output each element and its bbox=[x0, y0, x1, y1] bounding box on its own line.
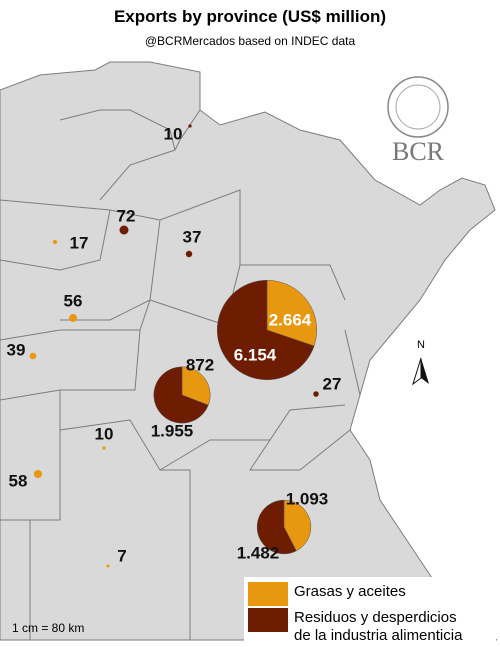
legend-label: Grasas y aceites bbox=[294, 583, 406, 600]
dot-label: 10 bbox=[164, 124, 183, 143]
dot bbox=[29, 352, 37, 360]
dot-label: 7 bbox=[117, 546, 126, 565]
legend-swatch bbox=[248, 608, 288, 632]
dot-label: 56 bbox=[64, 291, 83, 310]
province-borders bbox=[0, 109, 361, 640]
pie-label: 1.482 bbox=[237, 543, 280, 562]
marks: 2.664 6.154 872 1.955 1.093 1.482 10 72 17 37 56 39… bbox=[7, 124, 342, 568]
dot-label: 17 bbox=[70, 233, 89, 252]
logo-seal bbox=[387, 76, 449, 138]
dot-label: 27 bbox=[323, 374, 342, 393]
dot-label: 37 bbox=[183, 227, 202, 246]
dot bbox=[188, 124, 192, 128]
pie-slice bbox=[283, 499, 312, 552]
dot bbox=[185, 250, 193, 258]
dot bbox=[102, 446, 106, 450]
pie-label: 6.154 bbox=[234, 345, 277, 364]
legend: Grasas y aceites Residuos y desperdiciosd… bbox=[248, 582, 463, 644]
title: Exports by province (US$ million) bbox=[114, 7, 386, 26]
dot-label: 58 bbox=[9, 471, 28, 490]
dot bbox=[313, 391, 319, 397]
pie-slice bbox=[266, 279, 318, 347]
dot bbox=[52, 239, 58, 245]
north-arrow-right bbox=[421, 358, 429, 384]
pie-label: 1.093 bbox=[286, 489, 329, 508]
pie-label: 1.955 bbox=[151, 421, 194, 440]
legend-label: de la industria alimenticia bbox=[294, 627, 463, 644]
pie-slice bbox=[217, 279, 315, 381]
pie-slice bbox=[153, 366, 209, 424]
pie-slice bbox=[256, 499, 297, 555]
north-arrow-left bbox=[412, 357, 422, 386]
pie-label: 2.664 bbox=[269, 310, 312, 329]
dot-label: 39 bbox=[7, 340, 26, 359]
dot bbox=[33, 469, 43, 479]
logo: BCR bbox=[387, 76, 449, 166]
subtitle: @BCRMercados based on INDEC data bbox=[145, 34, 356, 48]
dot bbox=[106, 564, 110, 568]
dot bbox=[119, 225, 129, 235]
north-label: N bbox=[417, 339, 425, 351]
dot-label: 10 bbox=[95, 424, 114, 443]
north-arrow: N bbox=[412, 339, 429, 386]
logo-text: BCR bbox=[392, 137, 445, 166]
dot-label: 72 bbox=[117, 206, 136, 225]
pie-label: 872 bbox=[186, 355, 214, 374]
scale-text: 1 cm = 80 km bbox=[12, 621, 84, 635]
legend-label: Residuos y desperdicios bbox=[294, 609, 457, 626]
legend-swatch bbox=[248, 582, 288, 606]
pie-slice bbox=[181, 366, 211, 406]
dot bbox=[69, 314, 77, 322]
logo-seal-inner bbox=[395, 84, 441, 130]
